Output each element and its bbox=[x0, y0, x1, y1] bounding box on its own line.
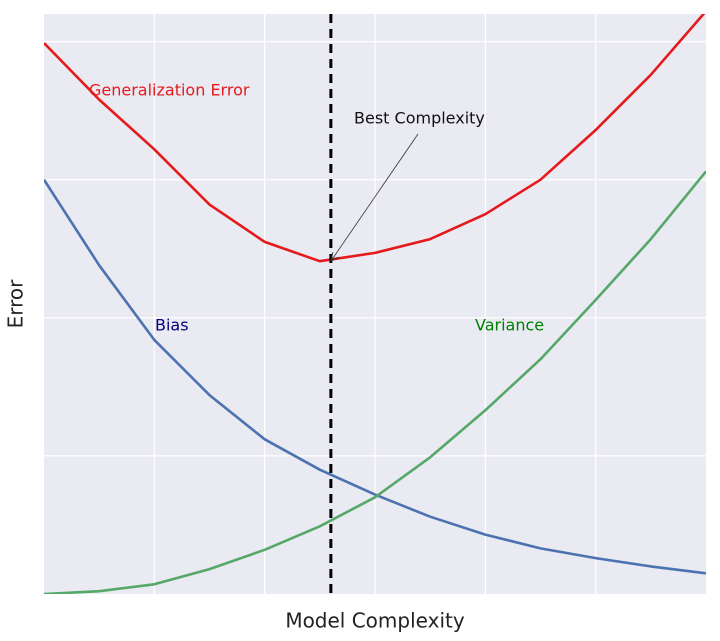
annotation-arrow bbox=[330, 133, 419, 262]
y-axis-label: Error bbox=[4, 279, 28, 329]
series-label: Bias bbox=[155, 316, 189, 335]
series-label: Generalization Error bbox=[89, 81, 250, 100]
series-label: Variance bbox=[475, 316, 544, 335]
series-line bbox=[44, 178, 706, 575]
annotation-arrowhead bbox=[330, 252, 340, 262]
x-axis-label: Model Complexity bbox=[285, 609, 465, 633]
series-line bbox=[44, 170, 706, 594]
series-line bbox=[44, 14, 706, 263]
annotation-text: Best Complexity bbox=[354, 109, 485, 128]
